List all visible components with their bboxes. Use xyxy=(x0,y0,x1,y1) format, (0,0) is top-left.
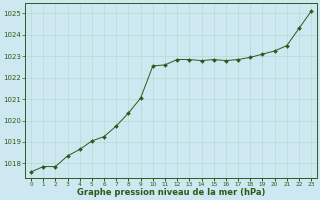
X-axis label: Graphe pression niveau de la mer (hPa): Graphe pression niveau de la mer (hPa) xyxy=(77,188,265,197)
